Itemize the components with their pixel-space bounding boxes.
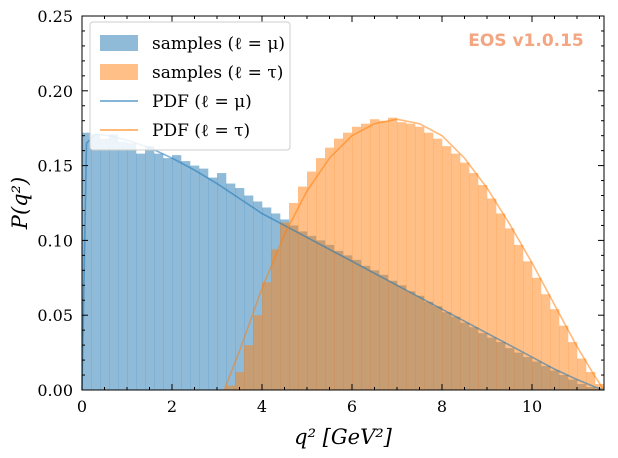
hist-bar-tau <box>262 282 272 390</box>
y-tick-label: 0.25 <box>37 7 73 26</box>
legend-swatch <box>100 35 138 51</box>
hist-bar-mu <box>226 183 236 390</box>
hist-bar-tau <box>379 120 389 390</box>
hist-bar-mu <box>199 168 209 390</box>
hist-bar-tau <box>307 171 317 390</box>
hist-bar-tau <box>568 342 578 390</box>
hist-bar-mu <box>208 177 218 390</box>
hist-bar-tau <box>505 228 515 390</box>
hist-bar-tau <box>577 358 587 390</box>
x-tick-label: 0 <box>77 397 87 416</box>
x-tick-label: 2 <box>167 397 177 416</box>
y-tick-label: 0.15 <box>37 157 73 176</box>
hist-bar-tau <box>451 153 461 390</box>
hist-bar-tau <box>514 244 524 390</box>
legend-box <box>89 21 291 151</box>
hist-bar-tau <box>406 123 416 390</box>
hist-bar-tau <box>586 372 596 390</box>
plot-frame <box>81 15 605 391</box>
hist-bar-tau <box>298 186 308 390</box>
x-tick-label: 4 <box>257 397 267 416</box>
hist-bar-tau <box>433 138 443 390</box>
legend-label: PDF (ℓ = τ) <box>152 121 250 141</box>
hist-bar-tau <box>550 309 560 390</box>
hist-bar-tau <box>388 117 398 390</box>
hist-bar-tau <box>415 126 425 390</box>
watermark: EOS v1.0.15 <box>468 31 584 51</box>
hist-bar-tau <box>361 123 371 390</box>
hist-bar-tau <box>397 122 407 390</box>
hist-bar-mu <box>145 146 155 390</box>
hist-bar-mu <box>253 201 263 390</box>
hist-bar-mu <box>109 134 119 390</box>
legend-swatch <box>100 64 138 80</box>
hist-bar-mu <box>172 155 182 390</box>
legend-label: PDF (ℓ = μ) <box>152 92 252 112</box>
hist-bar-mu <box>244 195 254 390</box>
hist-bar-tau <box>334 138 344 390</box>
hist-bar-tau <box>532 277 542 390</box>
hist-bar-tau <box>541 294 551 390</box>
hist-bar-tau <box>559 325 569 390</box>
hist-bar-mu <box>181 161 191 390</box>
hist-bar-tau <box>469 173 479 390</box>
hist-bar-tau <box>442 146 452 390</box>
x-tick-label: 8 <box>437 397 447 416</box>
hist-bar-mu <box>82 132 92 391</box>
x-axis-title: q² [GeV²] <box>294 425 393 449</box>
hist-bar-mu <box>100 138 110 390</box>
legend-label: samples (ℓ = μ) <box>152 34 285 54</box>
hist-bar-mu <box>136 153 146 390</box>
hist-bar-tau <box>226 385 236 390</box>
x-tick-label: 6 <box>347 397 357 416</box>
hist-bar-mu <box>163 158 173 390</box>
hist-bar-tau <box>343 132 353 391</box>
hist-bar-tau <box>370 119 380 390</box>
hist-bar-mu <box>217 173 227 390</box>
y-axis-title: P(q²) <box>8 177 32 230</box>
hist-bar-mu <box>118 141 128 390</box>
y-tick-label: 0.00 <box>37 381 73 400</box>
hist-bar-tau <box>271 249 281 390</box>
hist-bar-mu <box>190 165 200 390</box>
hist-bar-mu <box>235 188 245 390</box>
y-tick-label: 0.05 <box>37 306 73 325</box>
hist-bar-tau <box>478 185 488 390</box>
hist-bar-tau <box>523 261 533 390</box>
x-tick-label: 10 <box>522 397 542 416</box>
axis-ticks: 0 2 4 6 8 10 0.00 0.05 0.10 0.15 0.20 0.25 <box>37 7 604 416</box>
hist-bar-tau <box>280 222 290 390</box>
y-tick-label: 0.20 <box>37 82 73 101</box>
pdf-line-tau <box>223 118 605 391</box>
hist-bar-tau <box>253 315 263 390</box>
hist-bar-tau <box>352 126 362 390</box>
y-tick-label: 0.10 <box>37 231 73 250</box>
histogram-tau <box>226 117 605 391</box>
hist-bar-tau <box>325 147 335 390</box>
hist-bar-mu <box>91 134 101 390</box>
hist-bar-tau <box>289 203 299 390</box>
legend: samples (ℓ = μ) samples (ℓ = τ) PDF (ℓ = μ… <box>89 21 291 151</box>
hist-bar-tau <box>424 132 434 391</box>
hist-bar-mu <box>154 153 164 390</box>
legend-label: samples (ℓ = τ) <box>152 63 283 83</box>
hist-bar-tau <box>496 213 506 390</box>
hist-bar-tau <box>235 372 245 390</box>
hist-bar-mu <box>127 143 137 390</box>
hist-bar-tau <box>460 162 470 390</box>
hist-bar-tau <box>244 345 254 390</box>
hist-bar-tau <box>487 198 497 390</box>
hist-bar-tau <box>316 158 326 390</box>
